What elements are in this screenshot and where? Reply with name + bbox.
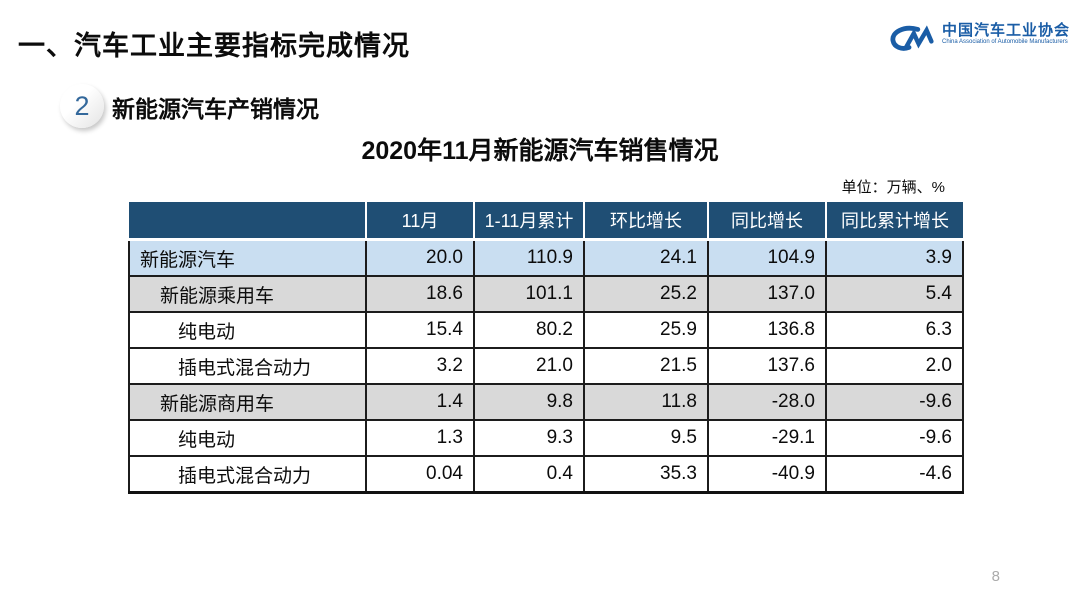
header-cell: 同比累计增长 xyxy=(826,202,963,241)
table-title: 2020年11月新能源汽车销售情况 xyxy=(361,137,719,165)
value-cell: 101.1 xyxy=(473,275,585,313)
value-cell: -28.0 xyxy=(707,383,827,421)
value-cell: 9.8 xyxy=(473,383,585,421)
value-cell: 137.6 xyxy=(707,347,827,385)
value-cell: 11.8 xyxy=(583,383,709,421)
value-cell: 21.0 xyxy=(473,347,585,385)
unit-label: 单位：万辆、% xyxy=(841,179,945,196)
row-label-cell: 插电式混合动力 xyxy=(128,347,367,385)
table-row: 插电式混合动力 0.04 0.4 35.3 -40.9 -4.6 xyxy=(128,455,964,494)
value-cell: 0.4 xyxy=(473,455,585,494)
value-cell: 5.4 xyxy=(825,275,964,313)
value-cell: 0.04 xyxy=(365,455,475,494)
value-cell: -9.6 xyxy=(825,383,964,421)
row-label-cell: 纯电动 xyxy=(128,419,367,457)
value-cell: 25.9 xyxy=(583,311,709,349)
value-cell: 24.1 xyxy=(583,239,709,277)
row-label-cell: 新能源汽车 xyxy=(128,239,367,277)
table-row: 新能源汽车 20.0 110.9 24.1 104.9 3.9 xyxy=(128,239,964,277)
table-row: 新能源乘用车 18.6 101.1 25.2 137.0 5.4 xyxy=(128,275,964,313)
row-label-cell: 新能源乘用车 xyxy=(128,275,367,313)
value-cell: 6.3 xyxy=(825,311,964,349)
value-cell: 80.2 xyxy=(473,311,585,349)
value-cell: 1.4 xyxy=(365,383,475,421)
value-cell: -40.9 xyxy=(707,455,827,494)
logo-name-cn: 中国汽车工业协会 xyxy=(941,22,1070,39)
value-cell: 9.5 xyxy=(583,419,709,457)
table-row: 插电式混合动力 3.2 21.0 21.5 137.6 2.0 xyxy=(128,347,964,385)
sales-table-container: 11月 1-11月累计 环比增长 同比增长 同比累计增长 新能源汽车 20.0 110.9 2… xyxy=(128,202,964,494)
row-label-cell: 新能源商用车 xyxy=(128,383,367,421)
section-number-badge: 2 xyxy=(60,84,104,128)
caam-logo: 中国汽车工业协会 China Association of Automobile… xyxy=(889,22,1070,59)
table-row: 纯电动 15.4 80.2 25.9 136.8 6.3 xyxy=(128,311,964,349)
header-cell: 1-11月累计 xyxy=(474,202,585,241)
section-heading: 新能源汽车产销情况 xyxy=(112,96,319,122)
value-cell: 136.8 xyxy=(707,311,827,349)
header-cell xyxy=(129,202,367,241)
value-cell: 104.9 xyxy=(707,239,827,277)
table-row: 新能源商用车 1.4 9.8 11.8 -28.0 -9.6 xyxy=(128,383,964,421)
value-cell: 25.2 xyxy=(583,275,709,313)
header-cell: 同比增长 xyxy=(708,202,827,241)
table-header-row: 11月 1-11月累计 环比增长 同比增长 同比累计增长 xyxy=(129,202,963,241)
value-cell: -4.6 xyxy=(825,455,964,494)
value-cell: 21.5 xyxy=(583,347,709,385)
page-number: 8 xyxy=(991,568,1000,585)
sales-table: 11月 1-11月累计 环比增长 同比增长 同比累计增长 新能源汽车 20.0 110.9 2… xyxy=(128,202,964,494)
value-cell: 35.3 xyxy=(583,455,709,494)
value-cell: 9.3 xyxy=(473,419,585,457)
value-cell: 137.0 xyxy=(707,275,827,313)
value-cell: 2.0 xyxy=(825,347,964,385)
logo-name-en: China Association of Automobile Manufact… xyxy=(941,39,1068,46)
header-cell: 11月 xyxy=(366,202,475,241)
row-label-cell: 纯电动 xyxy=(128,311,367,349)
value-cell: 110.9 xyxy=(473,239,585,277)
slide-title: 一、汽车工业主要指标完成情况 xyxy=(18,31,410,61)
value-cell: -29.1 xyxy=(707,419,827,457)
value-cell: 1.3 xyxy=(365,419,475,457)
header-cell: 环比增长 xyxy=(584,202,709,241)
value-cell: 3.9 xyxy=(825,239,964,277)
value-cell: 3.2 xyxy=(365,347,475,385)
value-cell: 20.0 xyxy=(365,239,475,277)
table-row: 纯电动 1.3 9.3 9.5 -29.1 -9.6 xyxy=(128,419,964,457)
row-label-cell: 插电式混合动力 xyxy=(128,455,367,494)
value-cell: 18.6 xyxy=(365,275,475,313)
cm-logo-icon xyxy=(889,24,937,59)
value-cell: 15.4 xyxy=(365,311,475,349)
value-cell: -9.6 xyxy=(825,419,964,457)
table-body: 新能源汽车 20.0 110.9 24.1 104.9 3.9 新能源乘用车 18.6 101.… xyxy=(128,239,964,494)
